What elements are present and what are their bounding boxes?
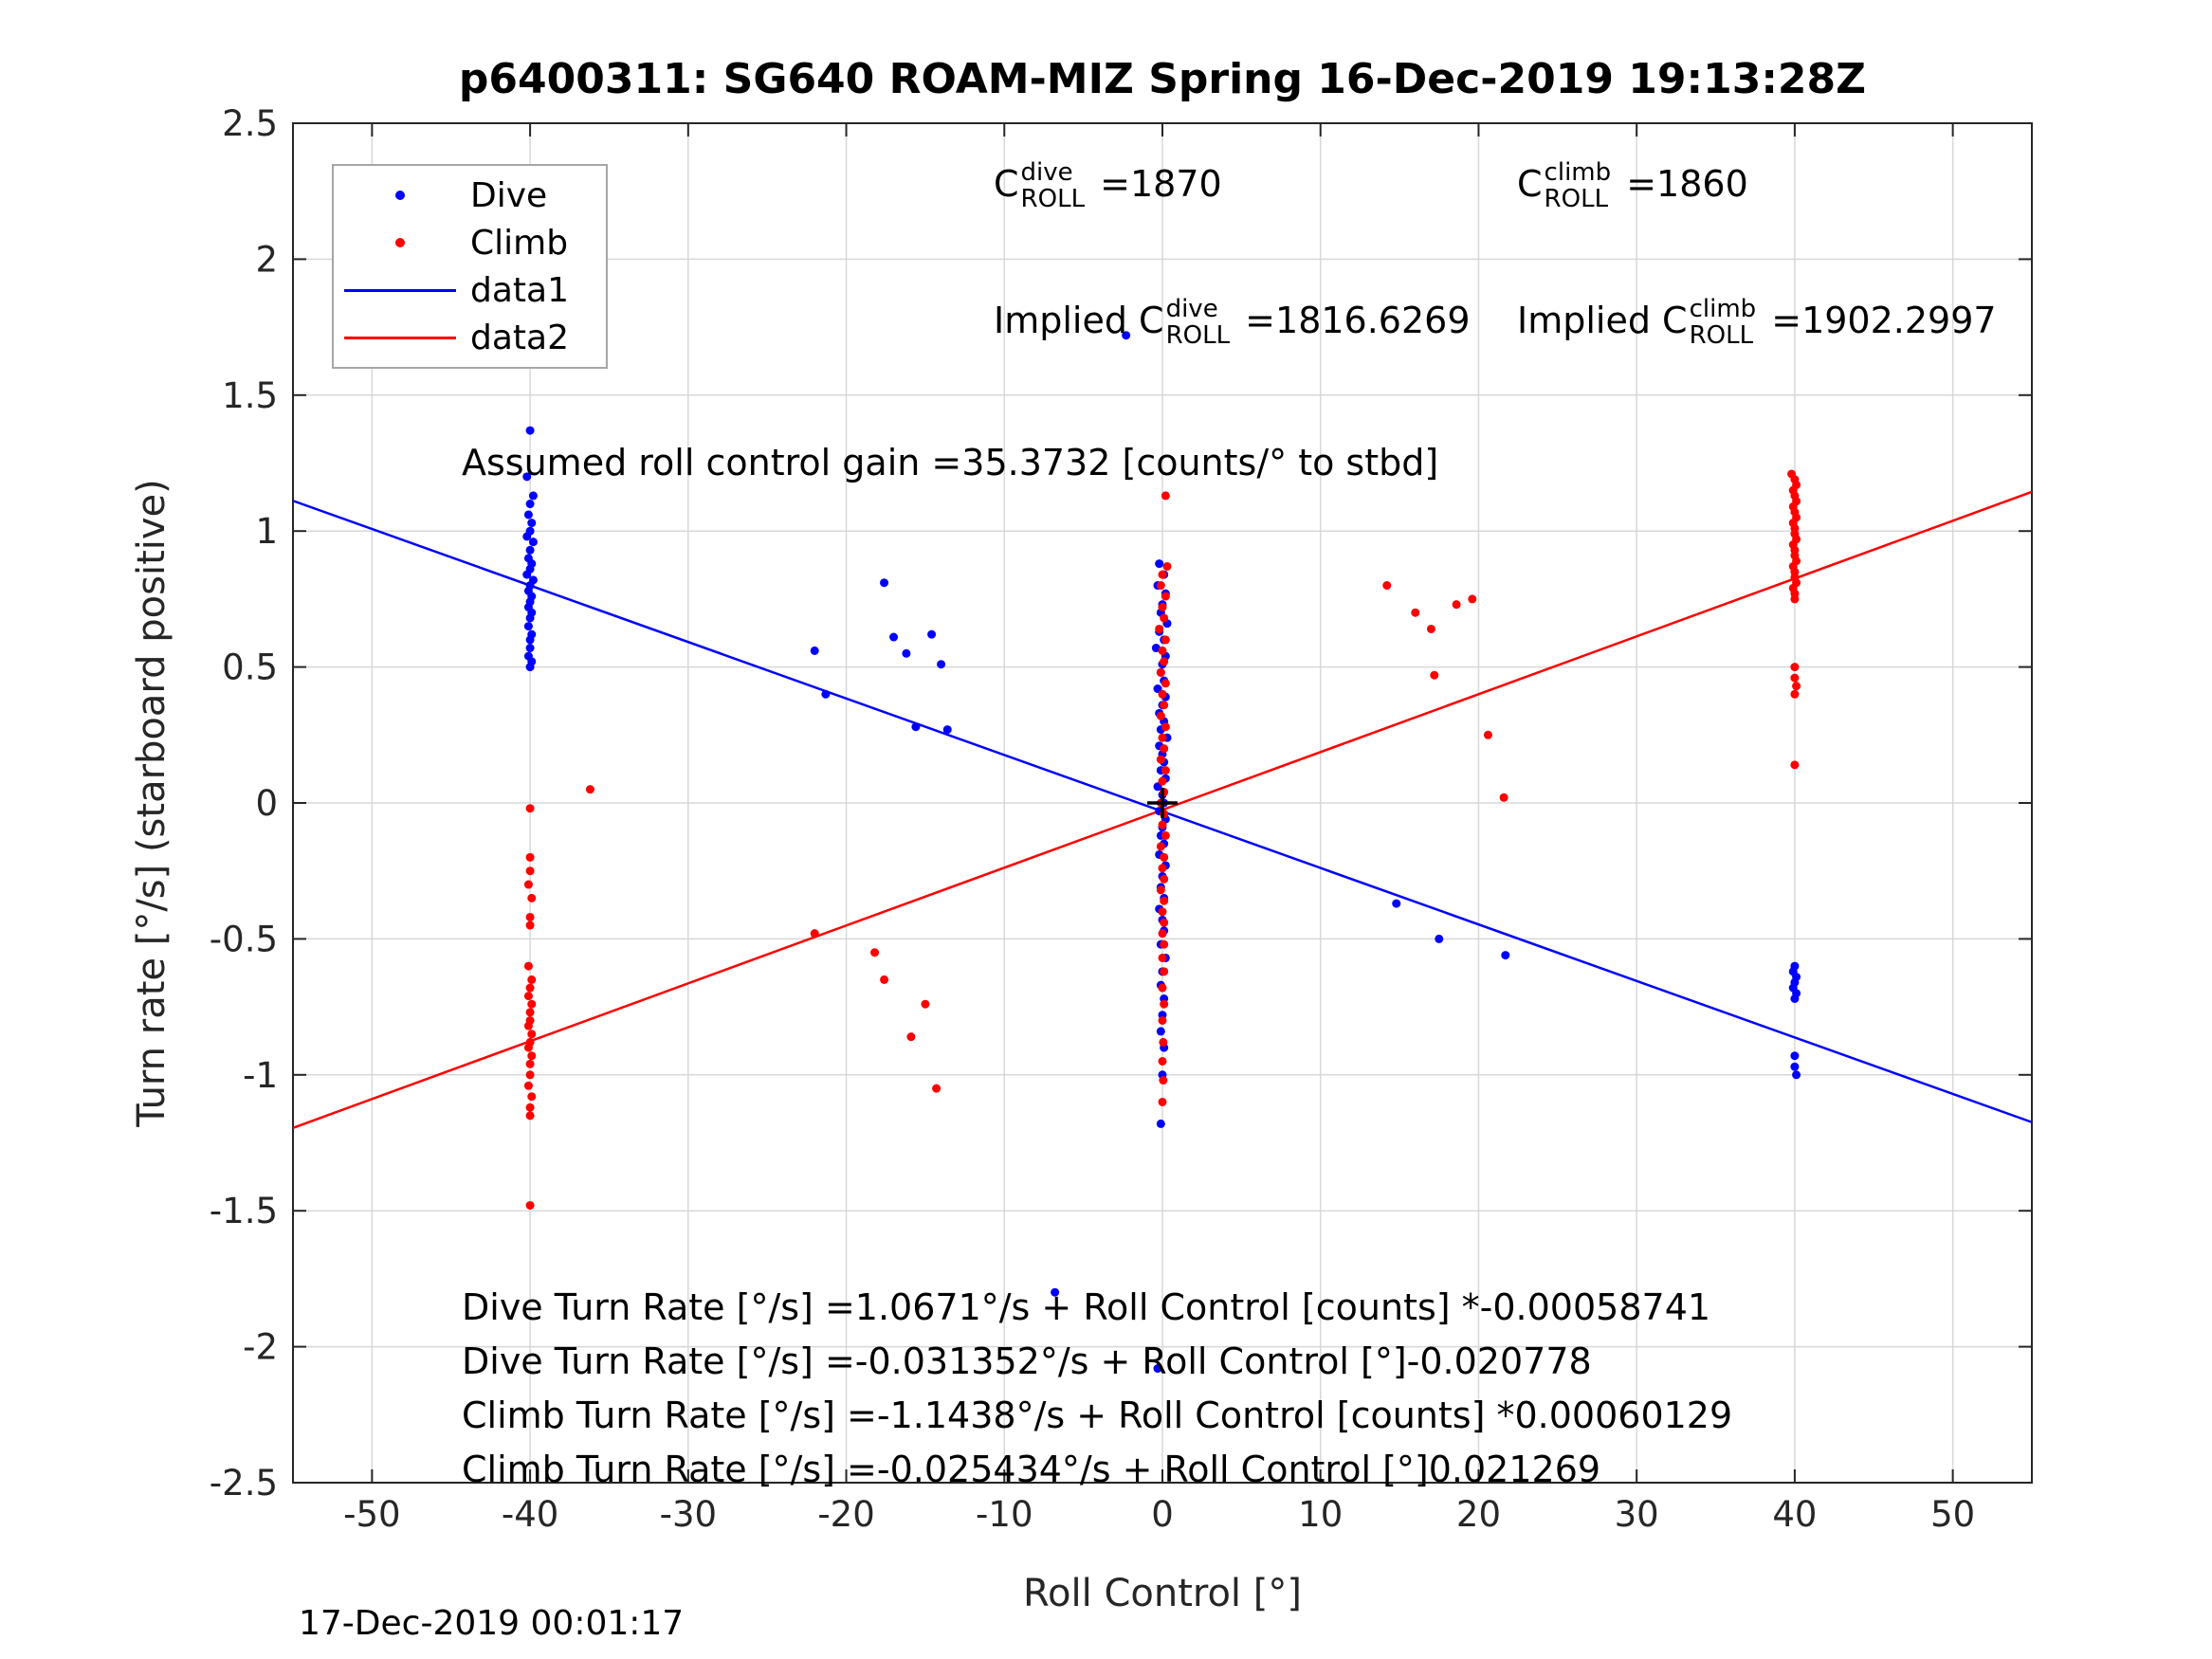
- dot-icon: [395, 191, 405, 200]
- implied-dive-value: =1816.6269: [1234, 300, 1471, 342]
- y-tick-label: 0: [255, 783, 278, 824]
- implied-climb-sup: climb: [1689, 295, 1757, 323]
- y-tick-label: 1: [255, 511, 278, 552]
- c-dive-sub: ROLL: [1020, 185, 1086, 214]
- y-tick-label: 2.5: [222, 103, 278, 144]
- fit-line-dive-deg: Dive Turn Rate [°/s] =-0.031352°/s + Rol…: [462, 1340, 1592, 1382]
- x-tick-label: -10: [976, 1494, 1033, 1535]
- legend-marker-dot-icon: [343, 238, 457, 247]
- legend-marker-line-icon: [343, 336, 457, 339]
- c-climb-sup: climb: [1544, 158, 1612, 187]
- x-tick-label: -40: [502, 1494, 558, 1535]
- implied-dive-prefix: Implied C: [994, 300, 1164, 342]
- fit-line-climb-deg: Climb Turn Rate [°/s] =-0.025434°/s + Ro…: [462, 1449, 1601, 1490]
- legend-item-data2[interactable]: data2: [343, 314, 596, 361]
- y-tick-label: -1.5: [210, 1191, 278, 1231]
- x-tick-label: 50: [1930, 1494, 1975, 1535]
- legend-label: data1: [470, 270, 569, 310]
- implied-climb-sub: ROLL: [1689, 321, 1754, 351]
- legend-label: Dive: [470, 175, 548, 215]
- c-dive-value: =1870: [1088, 163, 1222, 206]
- x-axis-label: Roll Control [°]: [1023, 1572, 1302, 1615]
- legend-label: Climb: [470, 223, 569, 263]
- x-tick-label: 30: [1615, 1494, 1659, 1535]
- x-tick-label: -20: [817, 1494, 874, 1535]
- legend-marker-line-icon: [343, 288, 457, 292]
- legend-item-data1[interactable]: data1: [343, 266, 596, 314]
- c-climb-prefix: C: [1517, 163, 1543, 206]
- legend-label: data2: [470, 318, 569, 357]
- y-tick-label: -1: [243, 1055, 278, 1096]
- c-climb-sub: ROLL: [1544, 185, 1609, 214]
- c-climb-value: =1860: [1615, 163, 1748, 206]
- x-tick-label: 40: [1772, 1494, 1817, 1535]
- x-tick-label: 10: [1298, 1494, 1343, 1535]
- annotation-roll-gain: Assumed roll control gain =35.3732 [coun…: [462, 442, 1439, 483]
- legend-item-climb[interactable]: Climb: [343, 219, 596, 266]
- chart-title: p6400311: SG640 ROAM-MIZ Spring 16-Dec-2…: [458, 55, 1867, 103]
- annotation-fit-equations: Dive Turn Rate [°/s] =1.0671°/s + Roll C…: [462, 1281, 1732, 1497]
- fit-line-climb-counts: Climb Turn Rate [°/s] =-1.1438°/s + Roll…: [462, 1395, 1733, 1436]
- x-tick-label: 20: [1456, 1494, 1501, 1535]
- x-tick-label: -50: [343, 1494, 400, 1535]
- x-tick-label: 0: [1151, 1494, 1174, 1535]
- y-tick-label: 2: [255, 239, 278, 280]
- legend: Dive Climb data1 data2: [332, 164, 608, 369]
- implied-dive-sup: dive: [1165, 295, 1218, 323]
- implied-climb-value: =1902.2997: [1760, 300, 1997, 342]
- y-tick-label: -0.5: [210, 919, 278, 959]
- y-tick-label: 0.5: [222, 647, 278, 688]
- dot-icon: [395, 238, 405, 247]
- c-dive-sup: dive: [1020, 158, 1073, 187]
- climb-points: [523, 469, 1801, 1210]
- origin-plus-marker: [1147, 788, 1178, 818]
- implied-climb-prefix: Implied C: [1517, 300, 1688, 342]
- x-tick-label: -30: [660, 1494, 717, 1535]
- line-icon: [344, 336, 456, 339]
- y-axis-label: Turn rate [°/s] (starboard positive): [130, 479, 174, 1127]
- y-tick-label: 1.5: [222, 375, 278, 416]
- y-tick-label: -2: [243, 1327, 278, 1368]
- legend-marker-dot-icon: [343, 191, 457, 200]
- y-tick-label: -2.5: [210, 1463, 278, 1504]
- datestamp: 17-Dec-2019 00:01:17: [299, 1604, 685, 1643]
- c-dive-prefix: C: [994, 163, 1019, 206]
- dive-points: [522, 331, 1801, 1374]
- axis-ticks: [293, 122, 2032, 1484]
- fit-line-dive-counts: Dive Turn Rate [°/s] =1.0671°/s + Roll C…: [462, 1286, 1711, 1328]
- implied-dive-sub: ROLL: [1165, 321, 1231, 351]
- legend-item-dive[interactable]: Dive: [343, 172, 596, 219]
- tick-labels: -50 -40 -30 -20 -10 0 10 20 30 40 50-2.5-2-1.5-1-0…: [210, 103, 1975, 1535]
- line-icon: [344, 288, 456, 292]
